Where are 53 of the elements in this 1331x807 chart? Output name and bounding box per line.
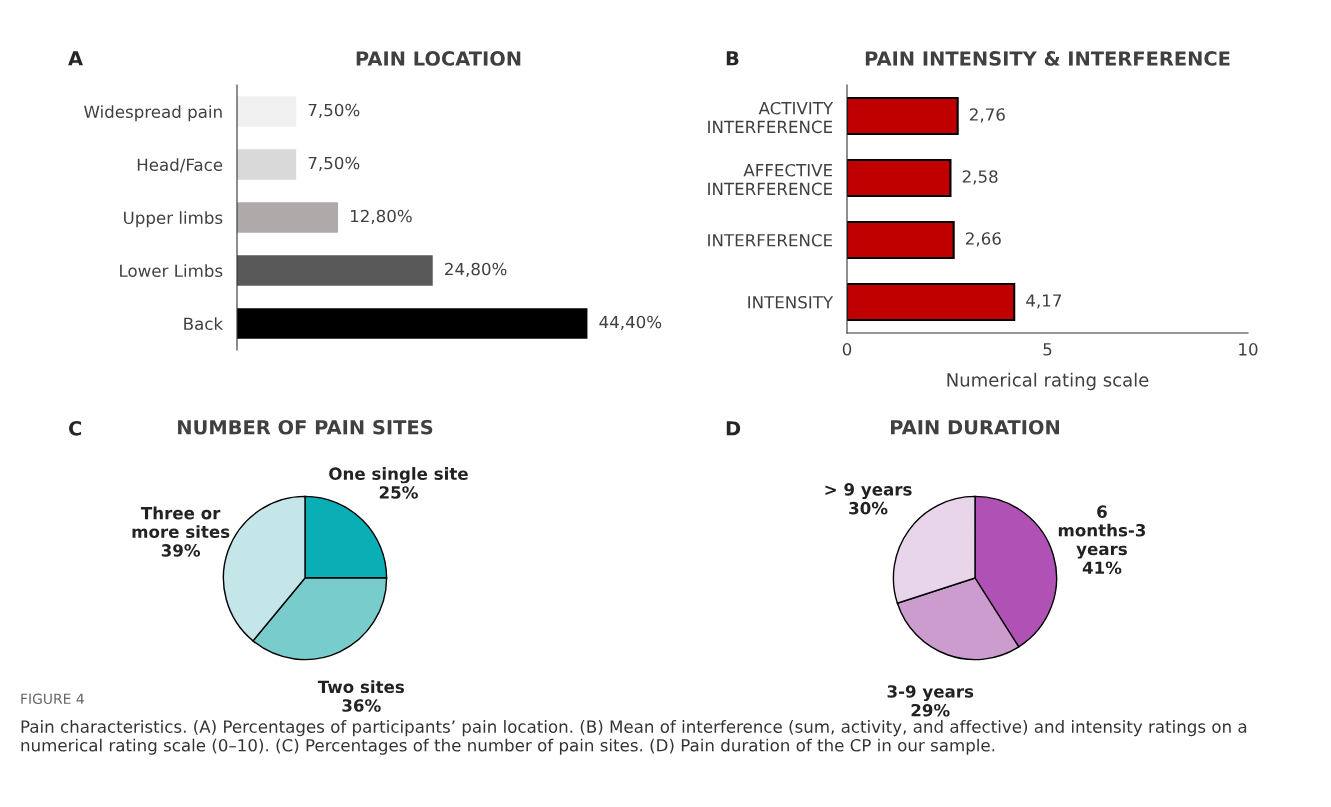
text: C [68, 420, 82, 436]
data-label: 30% [849, 501, 888, 515]
slice-label: Two sites [317, 680, 404, 694]
text: A [68, 51, 83, 66]
bar [237, 255, 433, 286]
bar [847, 158, 952, 198]
y-tick-label: Back [184, 317, 224, 331]
chart-title: PAIN INTENSITY & INTERFERENCE [865, 51, 1230, 66]
slice-label: One single site [329, 467, 468, 484]
caption: FIGURE 4 [21, 693, 84, 705]
x-tick-label: 0 [842, 343, 852, 356]
slice-label: 6 months-3 years [1058, 505, 1146, 559]
slice-label: Three or more sites [132, 506, 230, 539]
data-label: 12,80% [350, 209, 412, 225]
y-tick-label: INTERFERENCE [708, 233, 833, 247]
text: Pain characteristics. (A) Percentages of participants’ pain location. (B) Mean of interference (sum, activity, and affective) and intensity ratings on a numerical rating scale (0–10). (C) Percentages of the number of pain sites. (D) Pain duration of the CP in our sample. [21, 720, 1247, 755]
text: B [726, 51, 739, 66]
data-label: 2,66 [966, 232, 1001, 247]
text: D [726, 421, 741, 436]
y-tick-label: INTENSITY [748, 295, 834, 309]
data-label: 41% [1082, 561, 1122, 575]
data-label: 2,76 [970, 108, 1005, 123]
chart-title: PAIN DURATION [891, 419, 1059, 435]
bar [237, 96, 297, 127]
bar [237, 149, 297, 180]
data-label: 7,50% [308, 156, 360, 172]
y-tick-label: AFFECTIVE INTERFERENCE [708, 163, 833, 196]
chart-title: NUMBER OF PAIN SITES [178, 419, 433, 435]
y-tick-label: Upper limbs [124, 211, 223, 228]
bar [237, 308, 588, 339]
y-tick-label: Head/Face [137, 158, 223, 173]
y-tick-label: ACTIVITY INTERFERENCE [708, 101, 834, 134]
x-tick-label: 10 [1239, 343, 1258, 356]
data-label: 44,40% [599, 315, 662, 331]
slice-label: > 9 years [825, 483, 912, 500]
data-label: 4,17 [1026, 294, 1062, 309]
bar [847, 220, 955, 260]
bar [237, 202, 339, 233]
bar [847, 282, 1016, 322]
data-label: 39% [161, 544, 201, 557]
data-label: 7,50% [308, 103, 360, 119]
data-label: 29% [911, 703, 950, 717]
x-axis-title: Numerical rating scale [947, 372, 1149, 391]
slice-label: 3-9 years [887, 685, 974, 702]
data-label: 2,58 [962, 170, 998, 185]
data-label: 24,80% [445, 262, 507, 278]
y-tick-label: Widespread pain [84, 105, 222, 122]
data-label: 36% [342, 699, 381, 712]
chart-title: PAIN LOCATION [356, 51, 521, 66]
x-tick-label: 5 [1043, 343, 1052, 356]
y-tick-label: Lower Limbs [120, 264, 223, 278]
data-label: 25% [379, 486, 418, 499]
bar [847, 96, 959, 136]
